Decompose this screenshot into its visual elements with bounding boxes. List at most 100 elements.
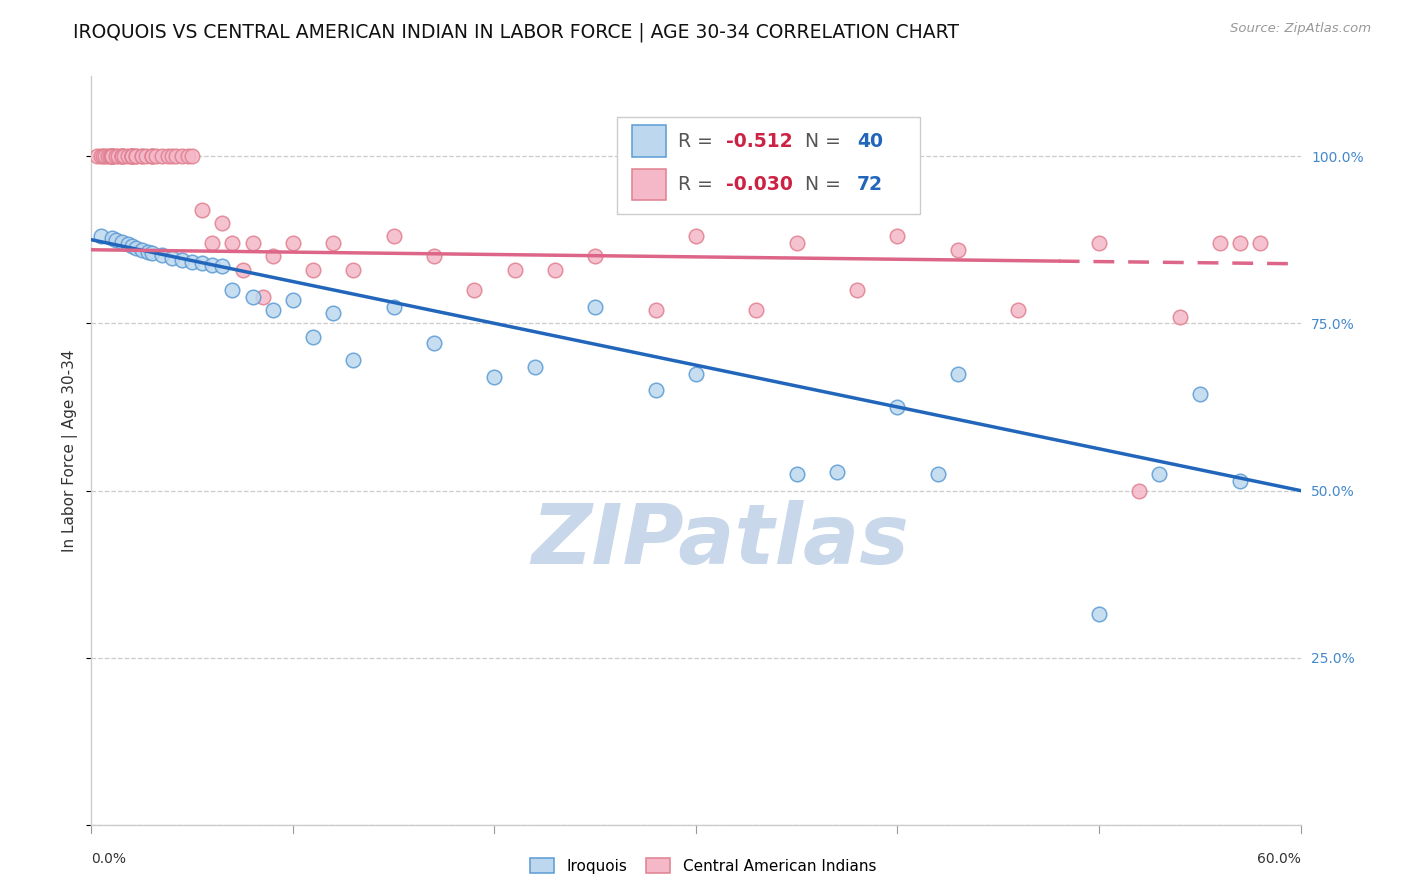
Point: [262, 250, 284, 264]
Text: R =: R =: [678, 131, 718, 151]
Point: [150, 248, 173, 262]
Point: [172, 149, 194, 163]
Point: [100, 149, 122, 163]
Point: [231, 263, 253, 277]
Point: [484, 369, 506, 384]
Point: [121, 149, 143, 163]
Point: [242, 236, 264, 251]
Point: [141, 149, 163, 163]
Text: R =: R =: [678, 175, 718, 194]
Point: [111, 149, 132, 163]
Point: [242, 289, 264, 303]
Point: [117, 149, 139, 163]
Text: N =: N =: [793, 175, 846, 194]
Point: [281, 236, 304, 251]
Text: Source: ZipAtlas.com: Source: ZipAtlas.com: [1230, 22, 1371, 36]
Point: [131, 243, 153, 257]
Point: [1168, 310, 1191, 324]
Point: [117, 237, 139, 252]
Point: [165, 149, 187, 163]
Point: [685, 367, 707, 381]
Point: [1088, 236, 1111, 251]
Point: [125, 149, 148, 163]
Point: [94, 149, 117, 163]
Point: [98, 149, 121, 163]
Text: IROQUOIS VS CENTRAL AMERICAN INDIAN IN LABOR FORCE | AGE 30-34 CORRELATION CHART: IROQUOIS VS CENTRAL AMERICAN INDIAN IN L…: [73, 22, 959, 42]
Point: [262, 303, 284, 318]
Point: [946, 243, 969, 257]
Point: [886, 229, 908, 244]
Point: [786, 236, 808, 251]
Point: [141, 149, 163, 163]
Point: [786, 467, 808, 481]
Point: [745, 303, 768, 318]
Text: 0.0%: 0.0%: [91, 852, 127, 866]
Text: ZIPatlas: ZIPatlas: [531, 500, 910, 581]
Point: [121, 149, 143, 163]
Point: [201, 258, 224, 272]
Point: [136, 244, 159, 259]
Point: [181, 149, 204, 163]
Point: [100, 149, 122, 163]
Point: [160, 251, 183, 265]
Point: [100, 231, 122, 245]
Point: [685, 229, 707, 244]
Point: [121, 149, 143, 163]
Point: [211, 216, 233, 230]
Point: [281, 293, 304, 307]
Point: [846, 283, 869, 297]
Text: N =: N =: [793, 131, 846, 151]
Legend: Iroquois, Central American Indians: Iroquois, Central American Indians: [524, 852, 882, 880]
Point: [1229, 474, 1251, 488]
Point: [302, 330, 325, 344]
Point: [90, 229, 112, 244]
Text: 40: 40: [856, 131, 883, 151]
Y-axis label: In Labor Force | Age 30-34: In Labor Force | Age 30-34: [62, 349, 79, 552]
Point: [107, 149, 129, 163]
Point: [1007, 303, 1029, 318]
Bar: [631, 125, 666, 157]
Point: [131, 149, 153, 163]
Point: [342, 263, 364, 277]
Point: [86, 149, 108, 163]
Point: [382, 300, 405, 314]
Point: [1149, 467, 1171, 481]
Point: [111, 149, 132, 163]
Point: [100, 149, 122, 163]
Point: [172, 252, 194, 267]
Point: [111, 149, 132, 163]
Point: [322, 236, 344, 251]
Text: -0.512: -0.512: [725, 131, 793, 151]
Point: [583, 300, 606, 314]
Point: [93, 149, 115, 163]
Point: [141, 149, 163, 163]
Point: [886, 400, 908, 414]
Point: [156, 149, 179, 163]
Point: [825, 465, 848, 479]
Point: [252, 289, 274, 303]
Point: [1128, 483, 1150, 498]
Point: [100, 149, 122, 163]
Point: [1188, 386, 1211, 401]
Point: [221, 283, 243, 297]
Point: [181, 255, 204, 269]
Point: [342, 353, 364, 368]
Point: [145, 149, 167, 163]
Point: [503, 263, 526, 277]
Point: [90, 149, 112, 163]
Point: [111, 235, 132, 249]
Point: [211, 260, 233, 274]
Point: [104, 149, 127, 163]
Point: [583, 250, 606, 264]
Point: [121, 149, 143, 163]
FancyBboxPatch shape: [617, 117, 920, 214]
Point: [141, 246, 163, 260]
Point: [644, 384, 666, 398]
Point: [125, 149, 148, 163]
Point: [191, 256, 214, 270]
Point: [112, 149, 135, 163]
Point: [104, 233, 127, 247]
Text: -0.030: -0.030: [725, 175, 793, 194]
Text: 72: 72: [856, 175, 883, 194]
Point: [221, 236, 243, 251]
